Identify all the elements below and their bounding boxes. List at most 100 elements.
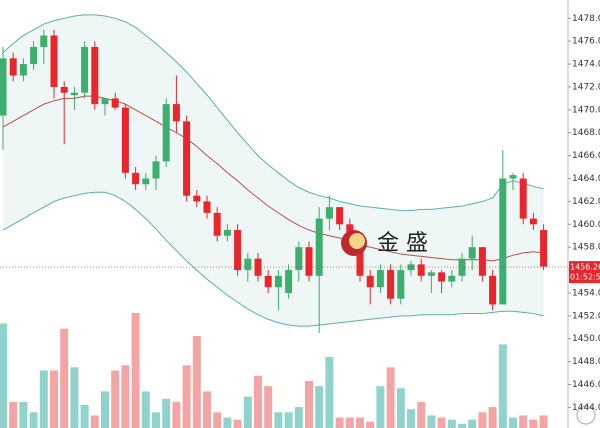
candle-body	[193, 195, 201, 202]
y-tick-label: 1450.00	[572, 334, 600, 344]
candle-body	[70, 92, 78, 95]
volume-bar	[478, 412, 487, 428]
volume-bar	[213, 412, 222, 428]
candle-body	[30, 46, 38, 65]
candle-body	[50, 35, 58, 87]
lower-band	[2, 191, 544, 327]
last-price-tag	[569, 261, 600, 284]
y-tick-label: 1478.00	[572, 14, 600, 24]
candle-body	[274, 275, 282, 288]
volume-bar	[223, 417, 232, 428]
volume-bar	[101, 391, 109, 428]
volume-bar	[111, 370, 120, 428]
volume-bar	[264, 386, 273, 428]
y-tick-label: 1448.00	[572, 357, 600, 367]
volume-bar	[509, 417, 517, 428]
candle-body	[213, 212, 221, 236]
upper-band	[2, 14, 544, 212]
y-tick-label: 1470.00	[572, 105, 600, 115]
volume-bar	[458, 423, 466, 428]
volume-bar	[488, 407, 497, 428]
volume-bar	[335, 417, 344, 428]
volume-bar	[407, 409, 415, 428]
candle-body	[183, 121, 191, 196]
volume-bar	[39, 370, 48, 428]
volume-bar	[356, 417, 364, 428]
volume-bar	[274, 412, 283, 428]
candle-body	[336, 207, 344, 225]
volume-bar	[294, 407, 303, 428]
candle-body	[40, 35, 48, 47]
candle-body	[0, 58, 7, 116]
volume-bar	[192, 336, 201, 428]
volume-bar	[141, 391, 150, 428]
y-tick-label: 1468.00	[572, 128, 600, 138]
volume-bar	[50, 370, 58, 428]
candle-body	[285, 270, 293, 293]
candle-body	[417, 264, 425, 276]
y-tick-label: 1476.00	[572, 37, 600, 47]
volume-bar	[315, 386, 324, 428]
candle-body	[121, 107, 129, 173]
candle-body	[111, 98, 119, 108]
y-tick-label: 1458.00	[572, 243, 600, 253]
candle-body	[478, 247, 486, 276]
volume-bar	[182, 365, 191, 428]
volume-bar	[0, 323, 7, 428]
candle-body	[529, 218, 537, 225]
volume-bar	[243, 396, 252, 428]
candle-body	[376, 270, 384, 288]
volume-bar	[529, 419, 538, 428]
candle-body	[264, 275, 272, 288]
candle-body	[101, 98, 109, 105]
volume-bar	[284, 412, 293, 428]
volume-bar	[498, 344, 507, 428]
volume-bar	[376, 386, 385, 428]
candle-body	[244, 258, 252, 271]
candle-body	[499, 178, 507, 305]
y-tick-label: 1466.00	[572, 151, 600, 161]
volume-bar	[254, 375, 262, 428]
y-tick-label: 1462.00	[572, 197, 600, 207]
volume-bar	[80, 405, 89, 428]
candles	[0, 29, 548, 334]
y-tick-label: 1464.00	[572, 174, 600, 184]
volume-bar	[90, 415, 99, 428]
volume-bar	[417, 401, 426, 428]
candle-body	[356, 241, 364, 276]
candle-body	[540, 230, 548, 267]
volume-bar	[305, 380, 313, 428]
volume-bar	[325, 356, 334, 428]
volume-bar	[152, 412, 160, 428]
volume-bar	[131, 313, 140, 428]
candle-body	[203, 201, 211, 213]
candle-body	[438, 272, 446, 282]
volume-bar	[9, 401, 18, 428]
y-tick-label: 1474.00	[572, 60, 600, 70]
candle-body	[509, 175, 517, 179]
candle-body	[397, 270, 405, 299]
candle-body	[489, 275, 497, 305]
countdown: 01:52:58	[570, 273, 600, 282]
last-price: 1456.26	[570, 263, 600, 272]
watermark-logo	[341, 230, 367, 256]
volume	[0, 313, 548, 428]
volume-bar	[447, 419, 456, 428]
settings-button[interactable]	[576, 405, 596, 425]
y-tick-label: 1472.00	[572, 82, 600, 92]
volume-bar	[121, 365, 130, 428]
watermark: 金 盛	[377, 231, 428, 256]
candle-body	[427, 272, 435, 276]
volume-bar	[203, 391, 211, 428]
candle-body	[387, 270, 395, 299]
candle-body	[152, 161, 160, 179]
logo-inner	[349, 233, 365, 249]
y-tick-label: 1446.00	[572, 380, 600, 390]
candle-body	[162, 104, 170, 162]
volume-bar	[29, 412, 38, 428]
candle-body	[9, 58, 17, 76]
volume-bar	[427, 415, 436, 428]
volume-bar	[519, 415, 528, 428]
candle-body	[315, 218, 323, 276]
